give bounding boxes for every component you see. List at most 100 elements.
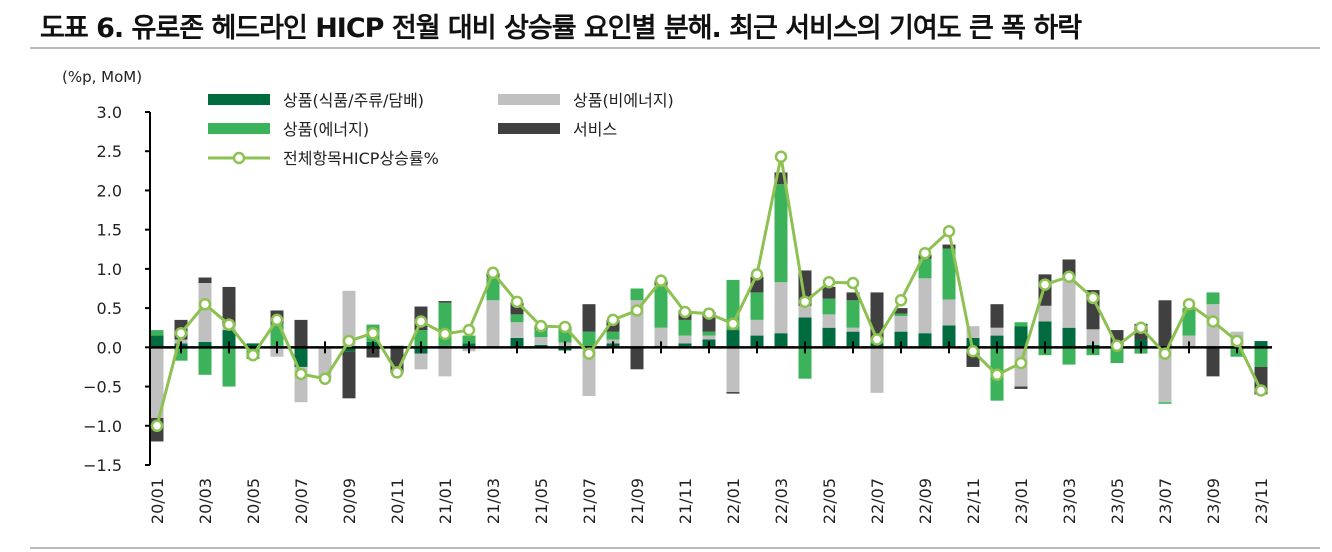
total-point bbox=[606, 313, 620, 327]
bar-segment bbox=[966, 326, 980, 338]
bar-segment bbox=[894, 313, 908, 316]
bar-segment bbox=[894, 315, 908, 332]
bar-segment bbox=[1254, 347, 1268, 367]
legend-marker bbox=[232, 151, 246, 165]
bar-segment bbox=[942, 325, 956, 348]
total-point bbox=[558, 320, 572, 334]
bar-segment bbox=[294, 319, 308, 348]
x-tick-label: 22/05 bbox=[820, 478, 839, 524]
x-tick-label: 21/11 bbox=[676, 478, 695, 524]
bar-segment bbox=[630, 347, 644, 370]
bar-segment bbox=[894, 308, 908, 314]
x-tick-label: 21/03 bbox=[484, 478, 503, 524]
bar-segment bbox=[582, 331, 596, 348]
total-point bbox=[270, 313, 284, 327]
total-point bbox=[222, 318, 236, 331]
x-tick-label: 21/05 bbox=[532, 478, 551, 524]
bar-segment bbox=[774, 333, 788, 348]
bar-segment bbox=[510, 302, 524, 315]
bar-segment bbox=[198, 277, 212, 284]
total-point bbox=[1062, 270, 1076, 283]
total-point bbox=[486, 266, 500, 280]
legend-label: 상품(에너지) bbox=[283, 120, 369, 139]
legend-label: 서비스 bbox=[573, 120, 617, 139]
y-tick-label: 2.5 bbox=[97, 142, 122, 161]
bar-segment bbox=[798, 305, 812, 318]
bar-segment bbox=[342, 290, 356, 348]
bar-segment bbox=[822, 314, 836, 328]
bar-segment bbox=[486, 300, 500, 348]
bar-segment bbox=[726, 347, 740, 393]
bar-segment bbox=[702, 331, 716, 336]
x-tick-label: 22/09 bbox=[916, 478, 935, 524]
bar-segment bbox=[774, 172, 788, 185]
bar-segment bbox=[1158, 402, 1172, 404]
bar-segment bbox=[990, 327, 1004, 336]
bar-segment bbox=[414, 330, 428, 348]
total-point bbox=[1206, 315, 1220, 328]
bar-segment bbox=[1038, 305, 1052, 322]
bar-segment bbox=[222, 347, 236, 387]
bar-segment bbox=[606, 331, 620, 340]
total-point bbox=[390, 366, 404, 379]
bar-segment bbox=[1182, 308, 1196, 336]
x-tick-label: 23/11 bbox=[1252, 478, 1271, 524]
legend-label: 상품(식품/주류/담배) bbox=[283, 91, 424, 110]
y-tick-label: 0.0 bbox=[97, 338, 122, 357]
bar-segment bbox=[1014, 322, 1028, 327]
x-tick-label: 22/11 bbox=[964, 478, 983, 524]
bar-segment bbox=[582, 347, 596, 396]
bar-segment bbox=[726, 392, 740, 394]
x-tick-label: 22/03 bbox=[772, 478, 791, 524]
bar-segment bbox=[822, 298, 836, 315]
bar-segment bbox=[1062, 327, 1076, 348]
bar-segment bbox=[582, 304, 596, 332]
bar-segment bbox=[798, 347, 812, 379]
y-tick-label: 2.0 bbox=[97, 181, 122, 200]
chart-title: 도표 6. 유로존 헤드라인 HICP 전월 대비 상승률 요인별 분해. 최근… bbox=[40, 13, 1082, 44]
bar-segment bbox=[846, 292, 860, 301]
total-point bbox=[654, 274, 668, 287]
bar-segment bbox=[702, 335, 716, 340]
bar-segment bbox=[1086, 329, 1100, 345]
x-tick-label: 23/07 bbox=[1156, 478, 1175, 524]
total-point bbox=[150, 419, 164, 433]
total-point bbox=[822, 275, 836, 289]
x-tick-label: 22/07 bbox=[868, 478, 887, 524]
total-point bbox=[894, 294, 908, 307]
total-point bbox=[942, 224, 956, 238]
total-point bbox=[510, 295, 524, 309]
total-point bbox=[990, 368, 1004, 382]
bar-segment bbox=[654, 284, 668, 328]
bar-segment bbox=[246, 343, 260, 348]
x-tick-label: 20/03 bbox=[196, 478, 215, 524]
bar-segment bbox=[462, 335, 476, 344]
total-point bbox=[750, 268, 764, 281]
unit-label: (%p, MoM) bbox=[62, 68, 142, 86]
bar-segment bbox=[774, 184, 788, 283]
bar-segment bbox=[1014, 386, 1028, 389]
x-tick-label: 21/09 bbox=[628, 478, 647, 524]
x-tick-label: 22/01 bbox=[724, 478, 743, 524]
bar-segment bbox=[534, 329, 548, 338]
legend-swatch bbox=[208, 94, 270, 105]
total-point bbox=[342, 334, 356, 348]
x-tick-label: 20/07 bbox=[292, 478, 311, 524]
bar-segment bbox=[942, 299, 956, 326]
bar-segment bbox=[750, 292, 764, 320]
bar-segment bbox=[222, 286, 236, 327]
bar-segment bbox=[846, 327, 860, 332]
total-point bbox=[198, 297, 212, 311]
x-tick-label: 23/09 bbox=[1204, 478, 1223, 524]
legend-swatch bbox=[208, 123, 270, 134]
total-point bbox=[966, 345, 980, 358]
total-point bbox=[174, 326, 188, 340]
bar-segment bbox=[342, 347, 356, 352]
total-point bbox=[918, 246, 932, 260]
total-point bbox=[1014, 356, 1028, 370]
bar-segment bbox=[150, 335, 164, 348]
total-point bbox=[726, 317, 740, 331]
bar-segment bbox=[774, 282, 788, 334]
total-point bbox=[1230, 334, 1244, 348]
bar-segment bbox=[918, 278, 932, 334]
